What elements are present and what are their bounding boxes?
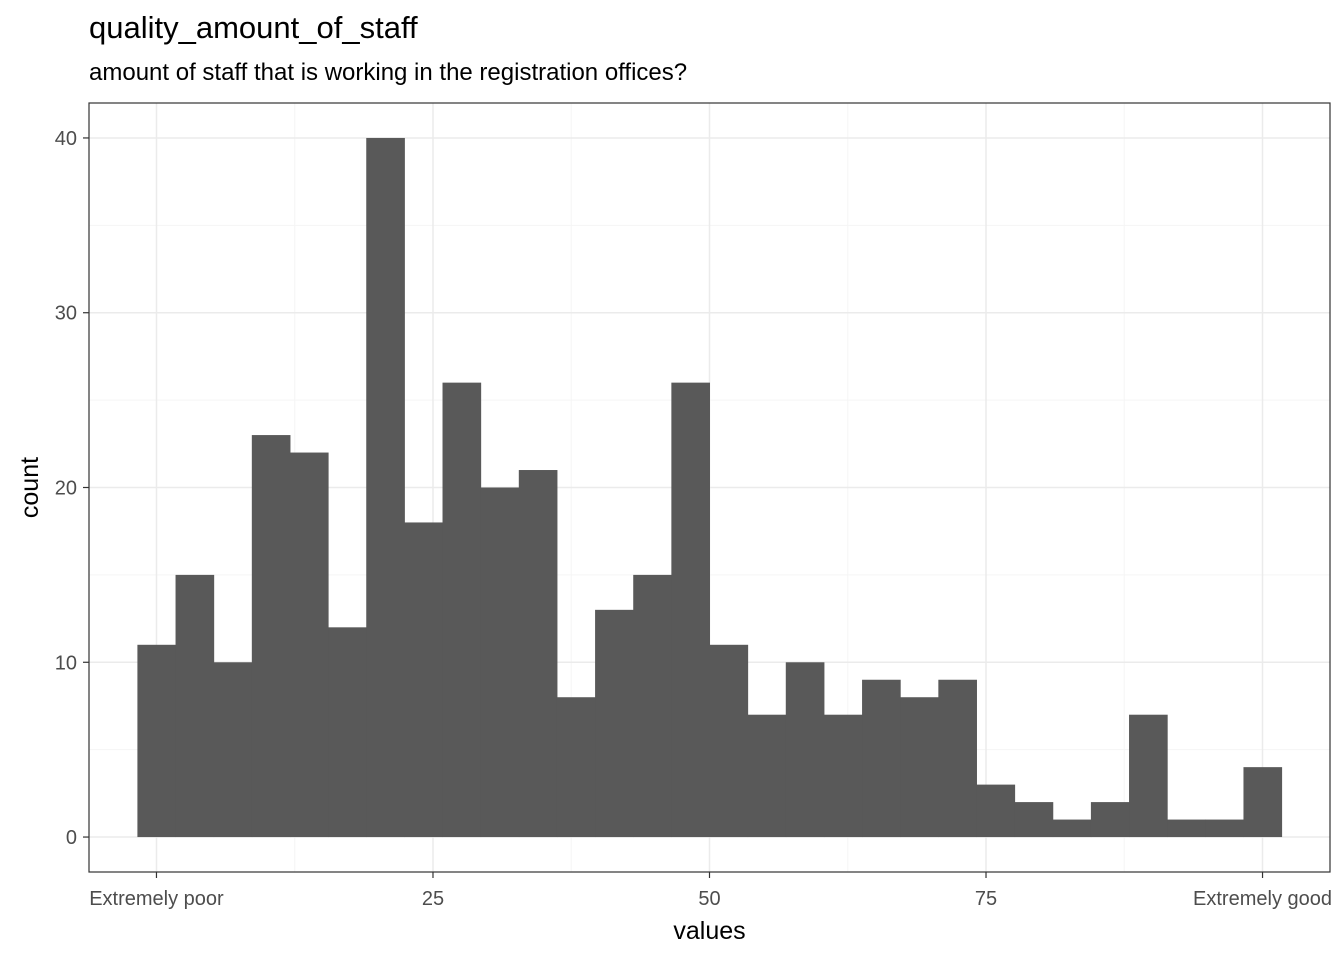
histogram-bar [404,522,444,838]
histogram-bar [1167,819,1206,838]
x-tick-label: Extremely poor [89,888,224,910]
x-tick-label: 75 [975,888,997,910]
histogram-bar [862,679,901,838]
histogram-bar [1090,802,1130,838]
bars [137,137,1283,838]
chart-title: quality_amount_of_staff [89,10,418,45]
histogram-bar [289,452,329,838]
histogram-bar [442,382,482,838]
histogram-bar [556,697,596,838]
chart-subtitle: amount of staff that is working in the r… [89,59,688,86]
y-tick-label: 0 [66,827,77,849]
histogram-bar [671,382,710,838]
histogram-bar [480,487,520,838]
histogram-bar [938,679,977,838]
histogram-bar [137,644,177,838]
x-axis-title: values [673,917,745,945]
histogram-bar [823,714,863,838]
histogram-bar [328,627,367,838]
x-tick-label: 50 [698,888,720,910]
histogram-bar [213,662,253,838]
histogram-bar [1014,802,1054,838]
histogram-bar [1129,714,1168,838]
histogram-bar [595,609,634,838]
histogram-bar [1243,767,1283,838]
histogram-bar [366,137,405,838]
y-axis-title: count [16,457,44,518]
y-tick-label: 10 [55,652,77,674]
x-tick-label: Extremely good [1193,888,1332,910]
axis-ticks: Extremely poor 25 50 75 Extremely good 0 10 20 3… [55,128,1332,910]
histogram-bar [633,574,672,838]
x-tick-label: 25 [422,888,444,910]
histogram-bar [1052,819,1092,838]
histogram-bar [976,784,1016,838]
y-tick-label: 20 [55,478,77,500]
histogram-bar [518,470,558,838]
histogram-bar [747,714,787,838]
histogram-bar [785,662,825,838]
histogram-bar [900,697,939,838]
histogram-bar [251,435,291,838]
y-tick-label: 40 [55,128,77,150]
y-tick-label: 30 [55,303,77,325]
histogram-bar [175,574,215,838]
histogram-bar [1205,819,1244,838]
histogram-bar [709,644,749,838]
